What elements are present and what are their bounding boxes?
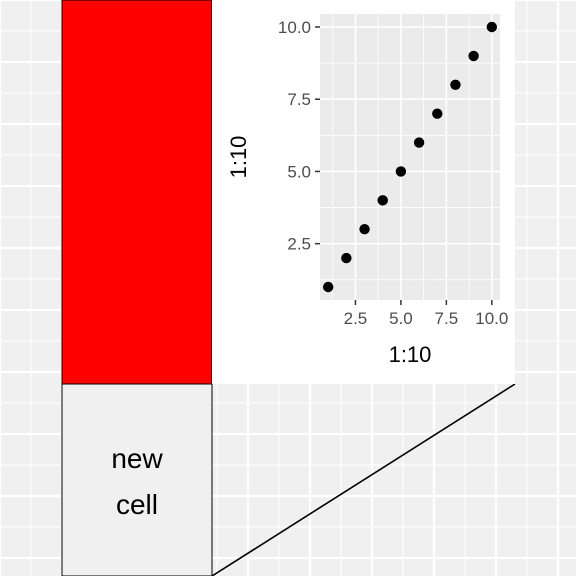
- diagonal-line: [211, 383, 516, 576]
- y-tick-label: 10.0: [278, 18, 311, 37]
- plot-panel: [320, 14, 500, 300]
- data-point: [359, 224, 370, 235]
- plot-points: [322, 21, 498, 293]
- y-tick-label: 7.5: [287, 90, 311, 109]
- data-point: [395, 166, 407, 177]
- x-tick-label: 2.5: [344, 309, 368, 328]
- cell-text-line-2: cell: [116, 489, 158, 520]
- x-tick-label: 5.0: [389, 309, 413, 328]
- y-tick-label: 2.5: [287, 235, 311, 254]
- plot-grid: [320, 14, 500, 300]
- plot-ticks: 2.5 5.0 7.5 10.0 2.5 5.0 7.5 10.0: [278, 18, 508, 328]
- data-point: [341, 252, 352, 264]
- data-point: [413, 137, 425, 148]
- cell-text-line-1: new: [111, 443, 163, 474]
- data-point: [468, 50, 479, 62]
- scatter-plot: 2.5 5.0 7.5 10.0 2.5 5.0 7.5 10.0 1:10 1:10: [212, 0, 515, 384]
- data-point: [486, 21, 498, 33]
- data-point: [322, 281, 334, 293]
- y-tick-label: 5.0: [287, 162, 311, 181]
- data-point: [450, 79, 461, 90]
- y-axis-title: 1:10: [226, 136, 251, 179]
- x-tick-label: 10.0: [475, 309, 508, 328]
- text-cell: [61, 383, 213, 576]
- x-axis-title: 1:10: [389, 342, 432, 367]
- data-point: [432, 108, 443, 119]
- data-point: [377, 195, 388, 206]
- x-tick-label: 7.5: [435, 309, 459, 328]
- red-cell: [61, 0, 213, 385]
